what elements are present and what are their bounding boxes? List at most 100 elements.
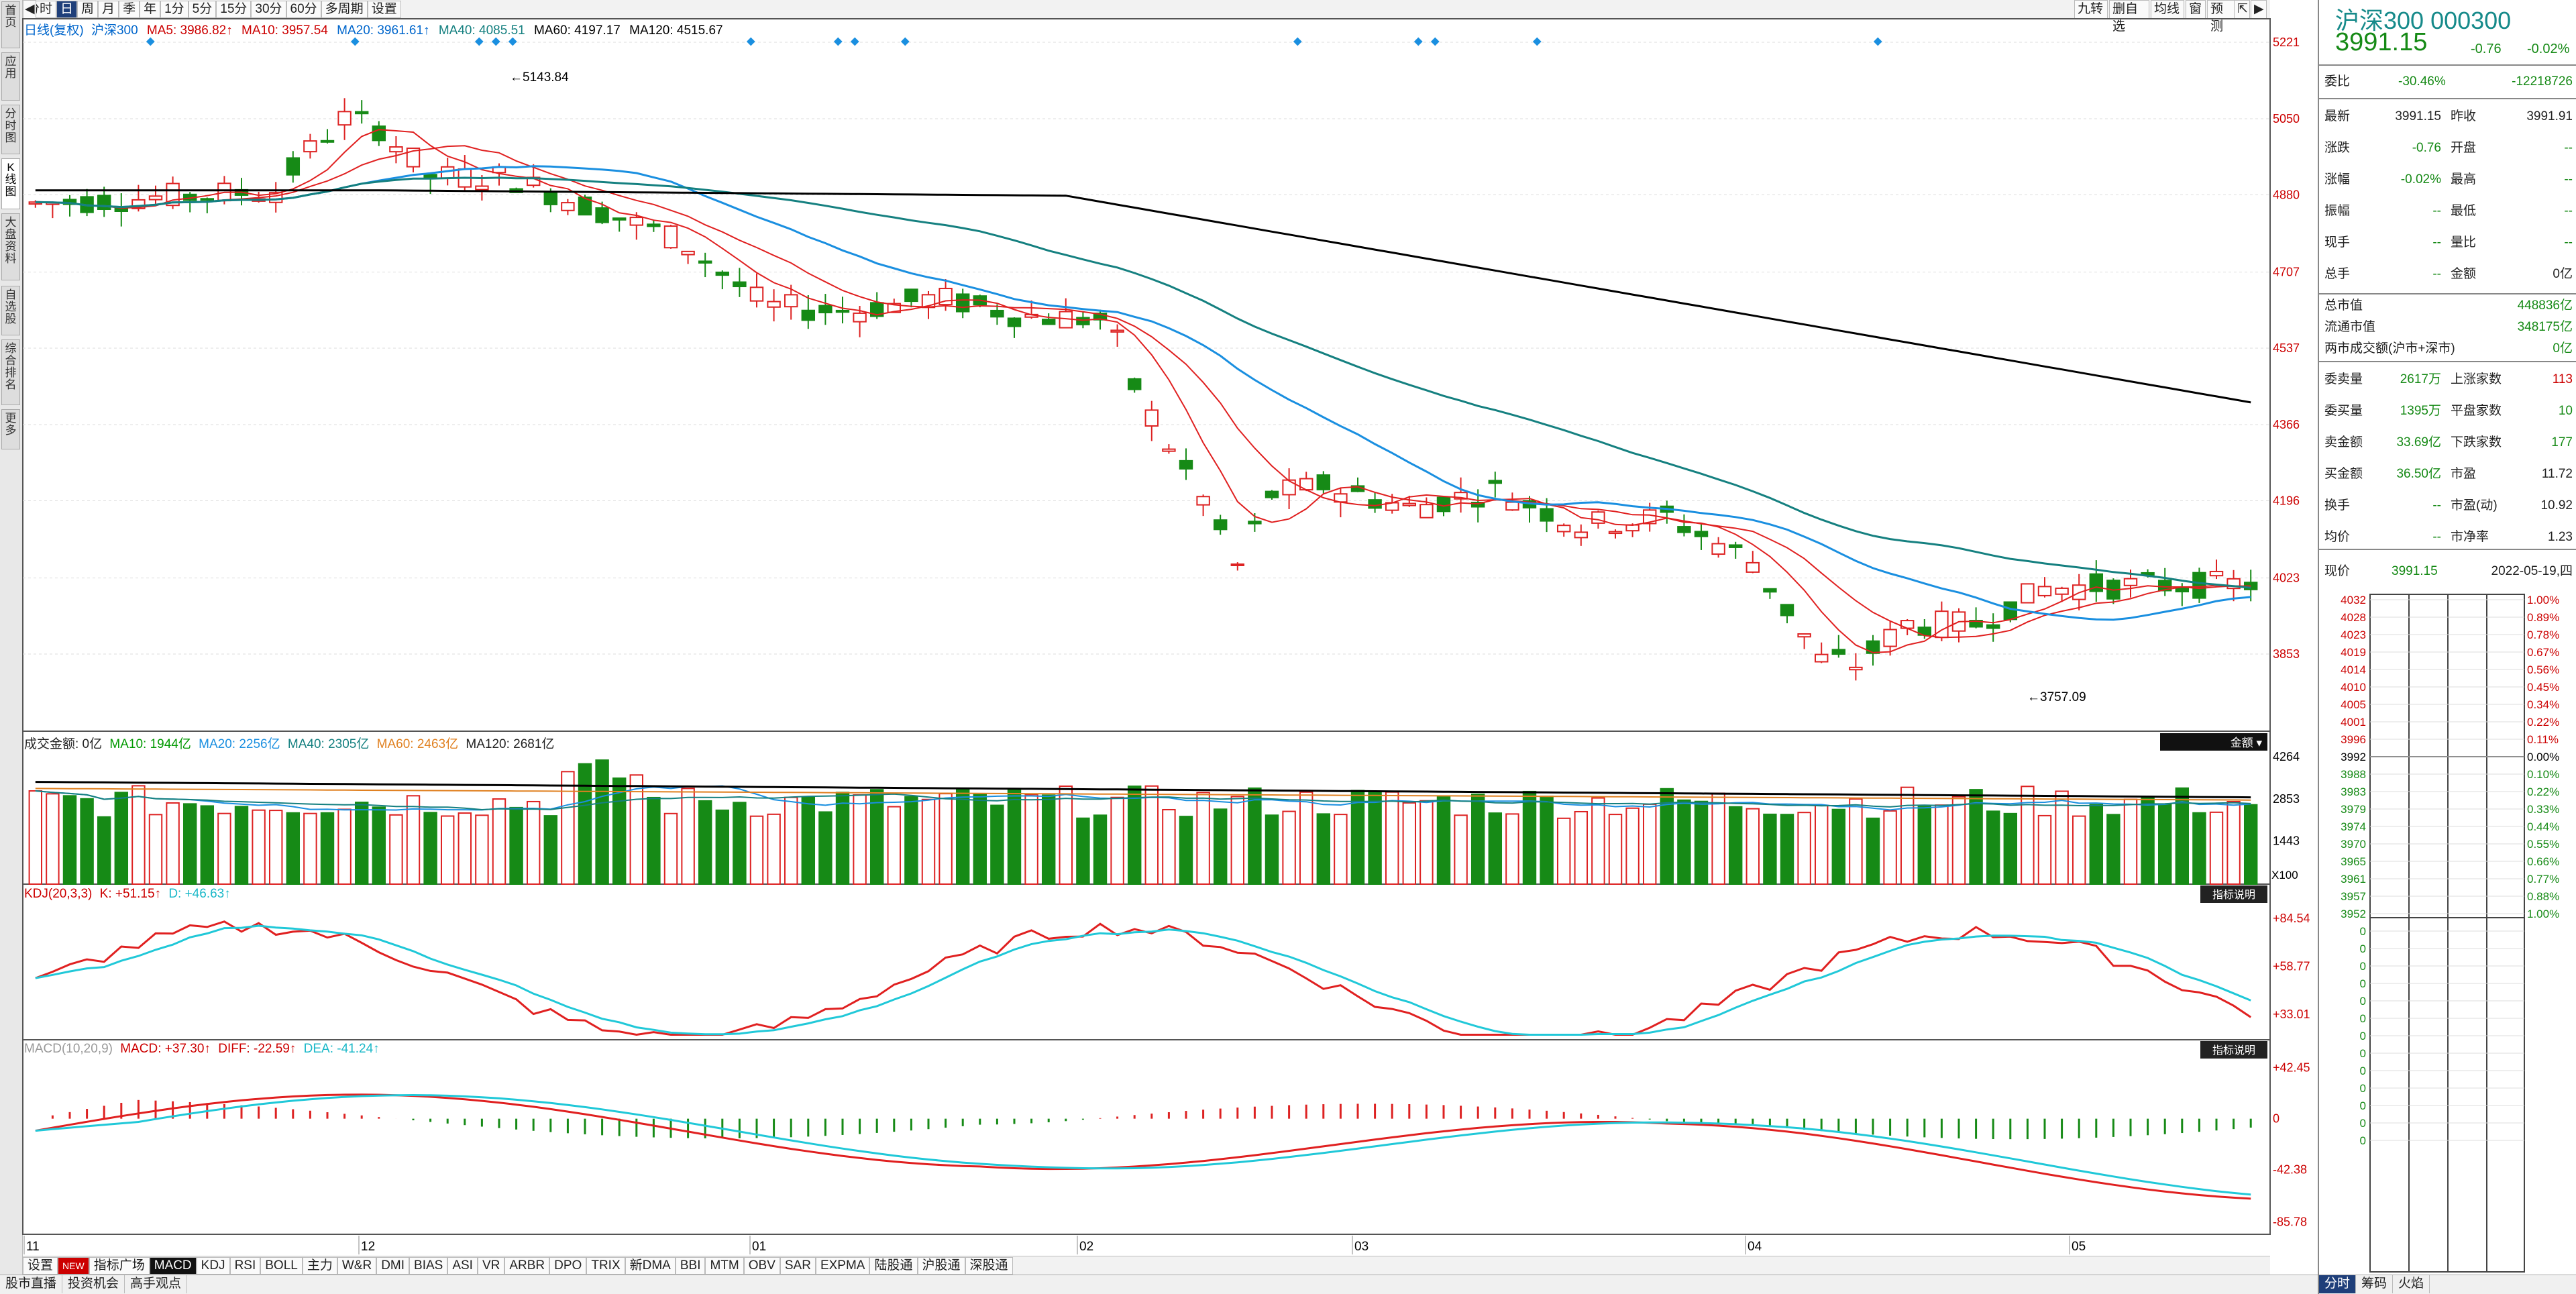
left-tab-label: 自选股: [5, 288, 17, 325]
period-3[interactable]: 月: [98, 1, 119, 18]
indicator-tab-1[interactable]: NEW: [58, 1257, 89, 1275]
intraday-right-tick: 0.22%: [2527, 716, 2559, 729]
period-9[interactable]: 30分: [251, 1, 286, 18]
left-tab-2[interactable]: 分时图: [1, 105, 20, 154]
status-tab-0[interactable]: 股市直播: [0, 1275, 63, 1293]
left-tab-7[interactable]: 更多: [1, 409, 20, 449]
period-6[interactable]: 1分: [160, 1, 189, 18]
left-tab-4[interactable]: 大盘资料: [1, 213, 20, 280]
event-marker-icon[interactable]: [833, 37, 843, 46]
indicator-tab-8[interactable]: W&R: [337, 1257, 377, 1275]
indicator-tab-5[interactable]: RSI: [229, 1257, 261, 1275]
candle-body: [1454, 492, 1468, 500]
indicator-tab-0[interactable]: 设置: [23, 1257, 58, 1275]
macd-label: MACD(10,20,9): [24, 1042, 113, 1056]
indicator-tab-17[interactable]: BBI: [675, 1257, 706, 1275]
event-marker-icon[interactable]: [146, 37, 155, 46]
event-marker-icon[interactable]: [746, 37, 755, 46]
event-marker-icon[interactable]: [1293, 37, 1302, 46]
right-tool-3[interactable]: 窗: [2186, 0, 2206, 19]
kdj-help-button[interactable]: 指标说明: [2200, 885, 2267, 903]
indicator-tab-18[interactable]: MTM: [705, 1257, 744, 1275]
volume-mode-button[interactable]: 金额 ▾: [2160, 733, 2267, 751]
volume-bar: [887, 806, 902, 885]
intraday-left-tick: 3952: [2341, 908, 2366, 920]
event-marker-icon[interactable]: [1413, 37, 1423, 46]
right-tool-2[interactable]: 均线: [2151, 0, 2184, 19]
breadth-cell: --: [2432, 498, 2441, 513]
indicator-tab-10[interactable]: BIAS: [409, 1257, 448, 1275]
candle-body: [1728, 544, 1743, 548]
indicator-tab-23[interactable]: 沪股通: [917, 1257, 965, 1275]
event-marker-icon[interactable]: [1873, 37, 1882, 46]
volume-bar: [973, 794, 987, 885]
intraday-tab-1[interactable]: 筹码: [2356, 1275, 2394, 1293]
event-marker-icon[interactable]: [1532, 37, 1542, 46]
intraday-chart[interactable]: 4032 4028 4023 4019 4014 4010 4005 4001 3996 3992…: [2319, 590, 2576, 1275]
intraday-tab-2[interactable]: 火焰: [2393, 1275, 2430, 1293]
kline-chart[interactable]: 5221 5050 4880 4707 4537 4366 4196 4023 3853 ←514…: [0, 0, 2318, 1256]
status-tab-1[interactable]: 投资机会: [62, 1275, 125, 1293]
event-marker-icon[interactable]: [474, 37, 484, 46]
macd-help-button[interactable]: 指标说明: [2200, 1041, 2267, 1059]
indicator-tab-20[interactable]: SAR: [780, 1257, 816, 1275]
indicator-tab-15[interactable]: TRIX: [586, 1257, 625, 1275]
volume-bar: [1608, 814, 1623, 885]
intraday-tab-0[interactable]: 分时: [2319, 1275, 2357, 1293]
indicator-tab-14[interactable]: DPO: [549, 1257, 587, 1275]
period-10[interactable]: 60分: [286, 1, 321, 18]
left-tab-6[interactable]: 综合排名: [1, 339, 20, 405]
indicator-tab-13[interactable]: ARBR: [504, 1257, 550, 1275]
next-arrow-icon[interactable]: ▶: [2251, 0, 2267, 19]
period-11[interactable]: 多周期: [321, 1, 368, 18]
expand-icon[interactable]: ⇱: [2234, 0, 2250, 19]
status-tab-2[interactable]: 高手观点: [125, 1275, 188, 1293]
event-marker-icon[interactable]: [850, 37, 859, 46]
indicator-tab-3[interactable]: MACD: [149, 1257, 197, 1275]
indicator-tab-7[interactable]: 主力: [302, 1257, 337, 1275]
candle-body: [818, 305, 833, 314]
cap-value: 0亿: [2553, 341, 2573, 356]
intraday-right-tick: 0.55%: [2527, 838, 2559, 851]
detail-cell: 涨幅: [2324, 172, 2351, 186]
right-tool-0[interactable]: 九转: [2074, 0, 2108, 19]
left-tab-5[interactable]: 自选股: [1, 286, 20, 335]
intraday-right-tick: 0.78%: [2527, 629, 2559, 641]
volume-bar: [1265, 814, 1279, 885]
indicator-tab-21[interactable]: EXPMA: [815, 1257, 870, 1275]
month-label: 03: [1354, 1240, 1368, 1254]
indicator-tab-16[interactable]: 新DMA: [625, 1257, 676, 1275]
period-1[interactable]: 日: [56, 1, 78, 18]
period-2[interactable]: 周: [77, 1, 99, 18]
indicator-tab-label: 主力: [307, 1258, 333, 1273]
indicator-tab-19[interactable]: OBV: [743, 1257, 780, 1275]
left-tab-0[interactable]: 首页: [1, 1, 20, 48]
indicator-tab-11[interactable]: ASI: [447, 1257, 478, 1275]
period-5[interactable]: 年: [140, 1, 161, 18]
indicator-tab-6[interactable]: BOLL: [260, 1257, 303, 1275]
indicator-tab-9[interactable]: DMI: [376, 1257, 410, 1275]
period-8[interactable]: 15分: [216, 1, 252, 18]
event-marker-icon[interactable]: [1430, 37, 1440, 46]
event-marker-icon[interactable]: [900, 37, 910, 46]
intraday-left-tick: 0: [2360, 1099, 2366, 1112]
period-12[interactable]: 设置: [367, 1, 401, 18]
right-tool-1[interactable]: 删自选: [2109, 0, 2149, 34]
event-marker-icon[interactable]: [491, 37, 500, 46]
kdj-tick: +33.01: [2273, 1008, 2310, 1021]
indicator-tab-2[interactable]: 指标广场: [89, 1257, 150, 1275]
volume-bar: [1093, 814, 1108, 885]
indicator-tab-22[interactable]: 陆股通: [869, 1257, 918, 1275]
left-tab-3[interactable]: K线图: [1, 158, 20, 209]
event-marker-icon[interactable]: [508, 37, 517, 46]
indicator-tab-4[interactable]: KDJ: [196, 1257, 230, 1275]
left-tab-1[interactable]: 应用: [1, 52, 20, 101]
period-4[interactable]: 季: [119, 1, 140, 18]
event-marker-icon[interactable]: [350, 37, 360, 46]
intraday-left-tick: 0: [2360, 1082, 2366, 1095]
volume-bar: [2037, 814, 2052, 885]
volume-bar: [681, 788, 695, 885]
indicator-tab-24[interactable]: 深股通: [965, 1257, 1013, 1275]
period-7[interactable]: 5分: [188, 1, 217, 18]
indicator-tab-12[interactable]: VR: [477, 1257, 505, 1275]
